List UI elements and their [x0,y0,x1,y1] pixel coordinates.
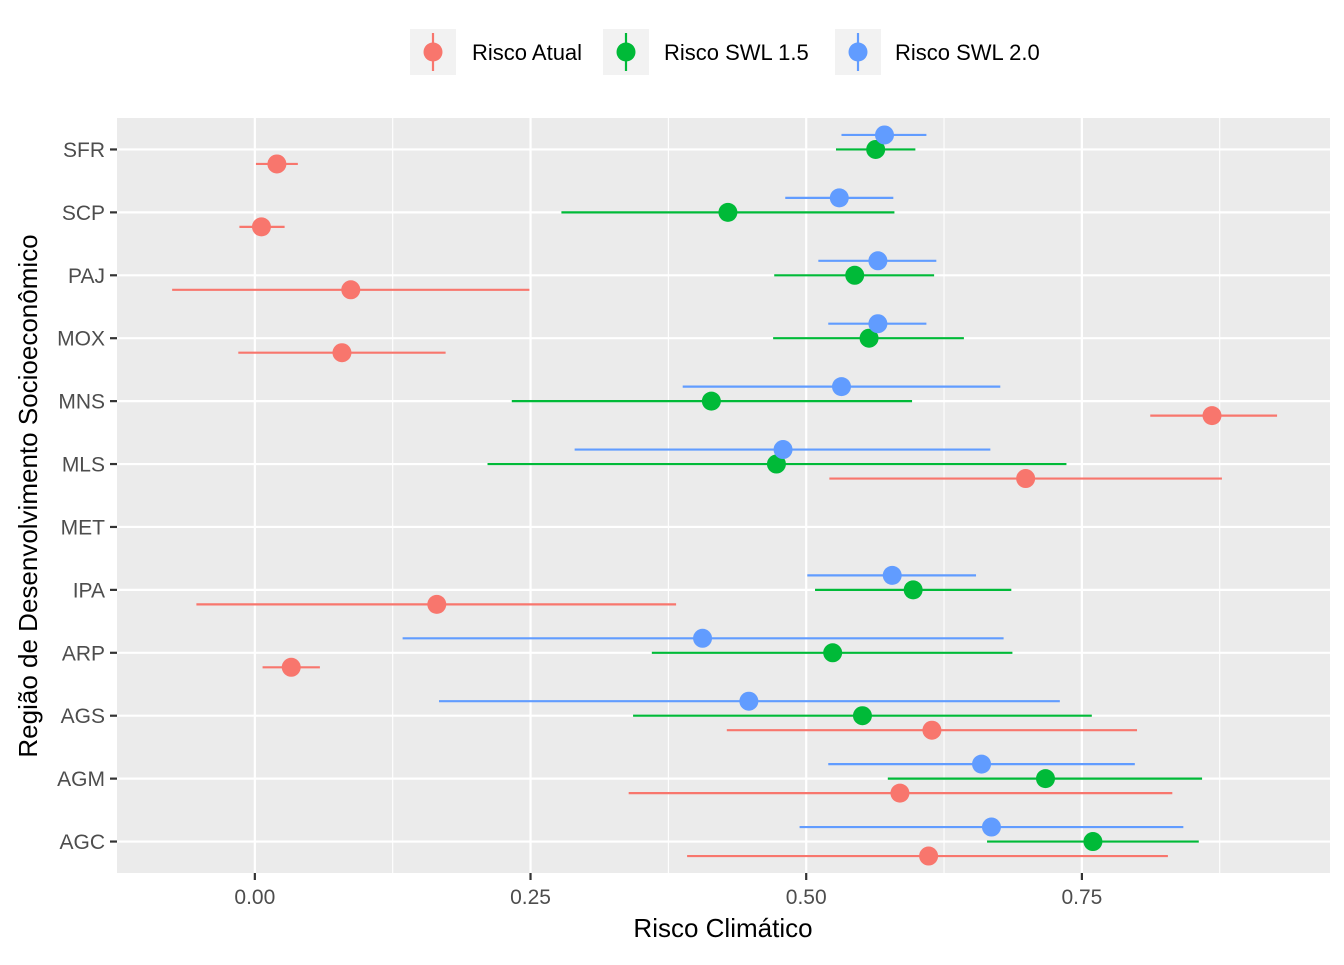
y-axis-title: Região de Desenvolvimento Socioeconômico [13,234,43,757]
point-MOX [332,343,352,363]
legend-label-swl20: Risco SWL 2.0 [895,40,1040,65]
point-AGS [739,691,759,711]
legend: Risco Atual Risco SWL 1.5 Risco SWL 2.0 [410,29,1040,75]
x-axis-title: Risco Climático [633,913,812,943]
y-tick-label: MOX [57,328,105,351]
point-MLS [766,454,786,474]
y-tick-label: SCP [62,202,105,225]
y-tick-label: AGS [61,705,105,728]
point-SFR [267,154,287,174]
legend-item-atual: Risco Atual [410,29,582,75]
point-PAJ [868,251,888,271]
legend-key-swl20-point [848,42,868,62]
point-MOX [859,328,879,348]
point-SCP [718,202,738,222]
legend-label-swl15: Risco SWL 1.5 [664,40,809,65]
series-1 [487,139,1203,852]
point-AGM [890,783,910,803]
point-MNS [1202,406,1222,426]
point-MLS [773,440,793,460]
point-PAJ [341,280,361,300]
legend-key-atual-point [423,42,443,62]
point-MNS [701,391,721,411]
point-AGM [972,754,992,774]
point-AGS [852,706,872,726]
y-tick-label: AGC [59,831,105,854]
point-AGC [1083,832,1103,852]
x-tick-label: 0.75 [1061,886,1102,909]
point-IPA [882,565,902,585]
point-MOX [868,314,888,334]
point-SFR [866,139,886,159]
x-tick-label: 0.50 [786,886,827,909]
y-tick-label: MET [61,516,106,539]
point-AGM [1035,769,1055,789]
x-axis: 0.00 0.25 0.50 0.75 [234,873,1102,909]
series-2 [402,125,1184,837]
y-tick-label: ARP [62,642,105,665]
point-IPA [427,594,447,614]
x-tick-label: 0.00 [234,886,275,909]
y-axis: AGC AGM AGS ARP IPA MET MLS MNS MOX PAJ SCP SFR [57,139,117,854]
plot-panel [117,118,1330,873]
y-tick-label: IPA [73,579,105,602]
point-SCP [251,217,271,237]
point-SCP [829,188,849,208]
legend-key-swl15-point [616,42,636,62]
point-IPA [903,580,923,600]
y-tick-label: PAJ [68,265,105,288]
y-tick-label: SFR [63,139,105,162]
point-ARP [693,628,713,648]
point-ARP [281,657,301,677]
point-AGS [922,720,942,740]
y-tick-label: MNS [58,391,105,414]
point-MLS [1016,469,1036,489]
point-ARP [823,643,843,663]
legend-label-atual: Risco Atual [472,40,582,65]
x-tick-label: 0.25 [510,886,551,909]
point-AGC [919,846,939,866]
series-0 [172,154,1278,866]
point-MNS [831,377,851,397]
point-SFR [874,125,894,145]
legend-item-swl20: Risco SWL 2.0 [835,29,1040,75]
y-tick-label: MLS [62,454,105,477]
data-marks [172,125,1278,866]
legend-item-swl15: Risco SWL 1.5 [603,29,809,75]
point-PAJ [845,265,865,285]
y-tick-label: AGM [57,768,105,791]
point-AGC [981,817,1001,837]
